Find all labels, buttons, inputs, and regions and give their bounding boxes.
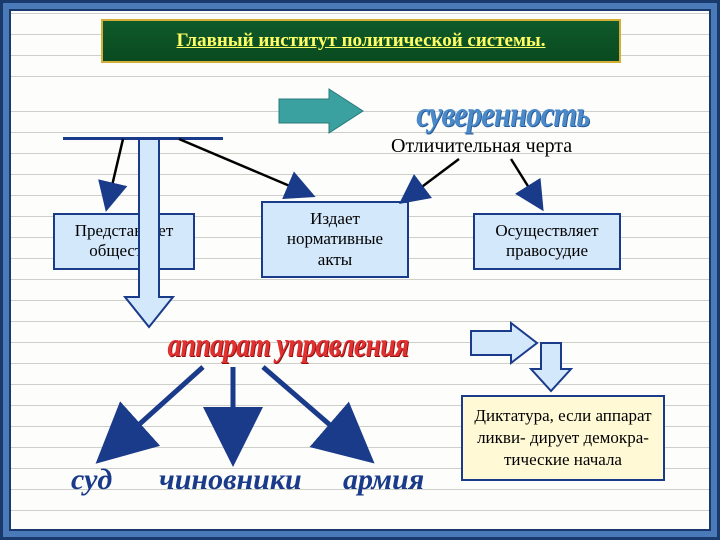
distinctive-label: Отличительная черта xyxy=(391,135,572,158)
feature-justice: Осуществляет правосудие xyxy=(473,213,621,270)
outer-frame: Главный институт политической системы. с… xyxy=(0,0,720,540)
title-bar: Главный институт политической системы. xyxy=(101,19,621,63)
title-text: Главный институт политической системы. xyxy=(176,30,545,52)
arrow-to-box3a xyxy=(403,159,459,201)
origin-underline xyxy=(63,137,223,140)
arrow-apparatus-down xyxy=(531,343,571,391)
sovereignty-label: суверенность xyxy=(416,93,589,135)
apparatus-label: аппарат управления xyxy=(167,327,408,365)
arrow-to-sovereignty xyxy=(279,89,363,133)
arrow-to-box1 xyxy=(107,139,123,207)
feature-represents: Представляет общество xyxy=(53,213,195,270)
dictator-note: Диктатура, если аппарат ликви- дирует де… xyxy=(461,395,665,481)
branch-court: суд xyxy=(71,463,112,497)
branch-army: армия xyxy=(343,463,424,497)
arrow-to-army xyxy=(263,367,367,457)
feature-issues: Издает нормативные акты xyxy=(261,201,409,278)
arrow-apparatus-right xyxy=(471,323,537,363)
diagram-canvas: Главный институт политической системы. с… xyxy=(9,9,711,531)
arrow-to-box2 xyxy=(179,139,311,195)
branch-bureaucrats: чиновники xyxy=(159,463,302,497)
arrow-to-court xyxy=(103,367,203,457)
arrow-to-box3b xyxy=(511,159,541,207)
